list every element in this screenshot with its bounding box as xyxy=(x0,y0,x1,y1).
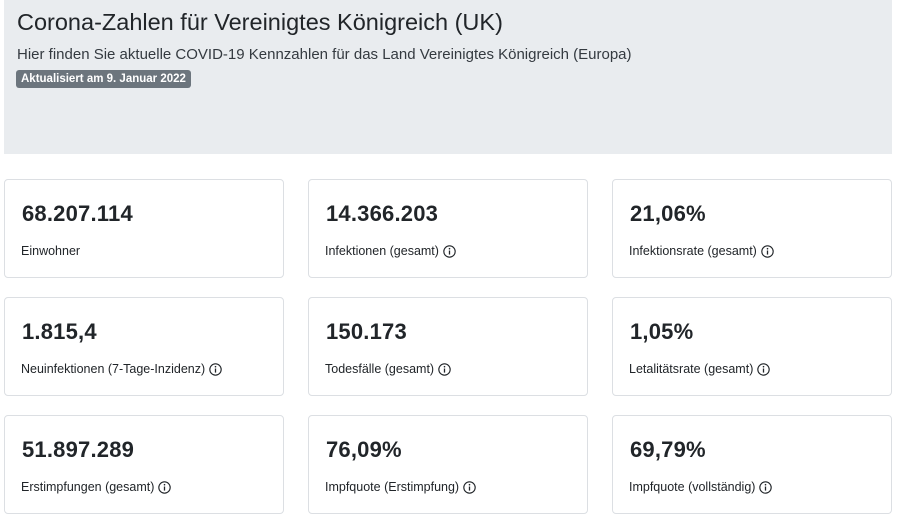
stat-label-row: Neuinfektionen (7-Tage-Inzidenz) xyxy=(21,362,222,376)
page-lead: Hier finden Sie aktuelle COVID-19 Kennza… xyxy=(17,46,632,63)
stat-label-row: Todesfälle (gesamt) xyxy=(325,362,451,376)
stat-label-row: Infektionen (gesamt) xyxy=(325,244,456,258)
stat-value: 1,05% xyxy=(630,319,694,344)
stat-label: Erstimpfungen (gesamt) xyxy=(21,480,155,494)
info-circle-icon[interactable] xyxy=(761,244,774,258)
info-circle-icon[interactable] xyxy=(443,244,456,258)
stat-card-infektionsrate: 21,06% Infektionsrate (gesamt) xyxy=(612,179,892,278)
stat-label: Infektionen (gesamt) xyxy=(325,244,439,258)
stat-value: 150.173 xyxy=(326,319,407,344)
stat-label: Letalitätsrate (gesamt) xyxy=(629,362,754,376)
stat-card-todesfaelle: 150.173 Todesfälle (gesamt) xyxy=(308,297,588,396)
stat-card-neuinfektionen: 1.815,4 Neuinfektionen (7-Tage-Inzidenz) xyxy=(4,297,284,396)
stat-label-row: Erstimpfungen (gesamt) xyxy=(21,480,172,494)
stat-value: 51.897.289 xyxy=(22,437,135,462)
info-circle-icon[interactable] xyxy=(209,362,222,376)
stat-card-infektionen: 14.366.203 Infektionen (gesamt) xyxy=(308,179,588,278)
stat-label: Neuinfektionen (7-Tage-Inzidenz) xyxy=(21,362,206,376)
stat-label-row: Infektionsrate (gesamt) xyxy=(629,244,774,258)
stat-label: Todesfälle (gesamt) xyxy=(325,362,435,376)
info-circle-icon[interactable] xyxy=(759,480,773,494)
stat-value: 14.366.203 xyxy=(326,201,439,226)
stat-label-row: Letalitätsrate (gesamt) xyxy=(629,362,771,376)
info-circle-icon[interactable] xyxy=(463,480,476,494)
page-title: Corona-Zahlen für Vereinigtes Königreich… xyxy=(17,9,503,35)
stat-value: 21,06% xyxy=(630,201,706,226)
stat-label: Einwohner xyxy=(21,244,81,258)
stat-value: 76,09% xyxy=(326,437,402,462)
stat-card-einwohner: 68.207.114 Einwohner xyxy=(4,179,284,278)
stat-value: 1.815,4 xyxy=(22,319,97,344)
info-circle-icon[interactable] xyxy=(158,480,172,494)
stat-value: 69,79% xyxy=(630,437,706,462)
stat-label: Infektionsrate (gesamt) xyxy=(629,244,757,258)
stat-card-erstimpfungen: 51.897.289 Erstimpfungen (gesamt) xyxy=(4,415,284,514)
stat-label: Impfquote (vollständig) xyxy=(629,480,756,494)
stat-card-letalitaetsrate: 1,05% Letalitätsrate (gesamt) xyxy=(612,297,892,396)
updated-badge: Aktualisiert am 9. Januar 2022 xyxy=(16,70,191,88)
stat-value: 68.207.114 xyxy=(22,201,133,226)
stat-label-row: Einwohner xyxy=(21,244,80,258)
info-circle-icon[interactable] xyxy=(757,362,771,376)
stat-card-impfquote-voll: 69,79% Impfquote (vollständig) xyxy=(612,415,892,514)
stat-label-row: Impfquote (Erstimpfung) xyxy=(325,480,476,494)
info-circle-icon[interactable] xyxy=(438,362,451,376)
stat-card-impfquote-erst: 76,09% Impfquote (Erstimpfung) xyxy=(308,415,588,514)
stat-label-row: Impfquote (vollständig) xyxy=(629,480,773,494)
stat-label: Impfquote (Erstimpfung) xyxy=(325,480,460,494)
header-jumbotron: Corona-Zahlen für Vereinigtes Königreich… xyxy=(4,0,892,154)
